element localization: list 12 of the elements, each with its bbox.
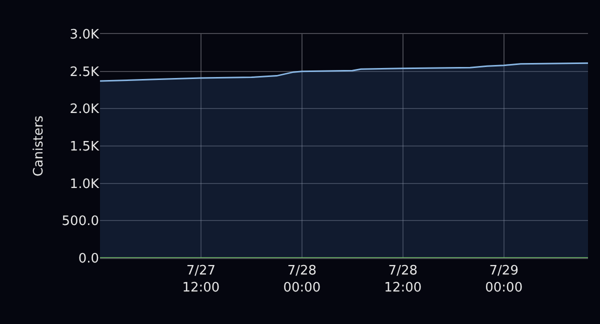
x-tick-label: 7/29 00:00 (485, 264, 523, 296)
y-tick-label: 1.5K (70, 140, 100, 155)
y-axis-title: Canisters (32, 115, 47, 176)
y-tick-label: 2.0K (70, 102, 100, 118)
x-tick-label: 7/28 00:00 (283, 264, 321, 296)
y-tick-label: 500.0 (62, 214, 99, 230)
x-tick-label: 7/27 12:00 (182, 264, 220, 296)
y-tick-label: 2.5K (70, 64, 100, 80)
y-tick-label: 1.0K (70, 176, 100, 192)
y-tick-label: 3.0K (70, 28, 100, 43)
x-tick-label: 7/28 12:00 (384, 264, 422, 296)
y-tick-label: 0.0 (78, 252, 99, 267)
